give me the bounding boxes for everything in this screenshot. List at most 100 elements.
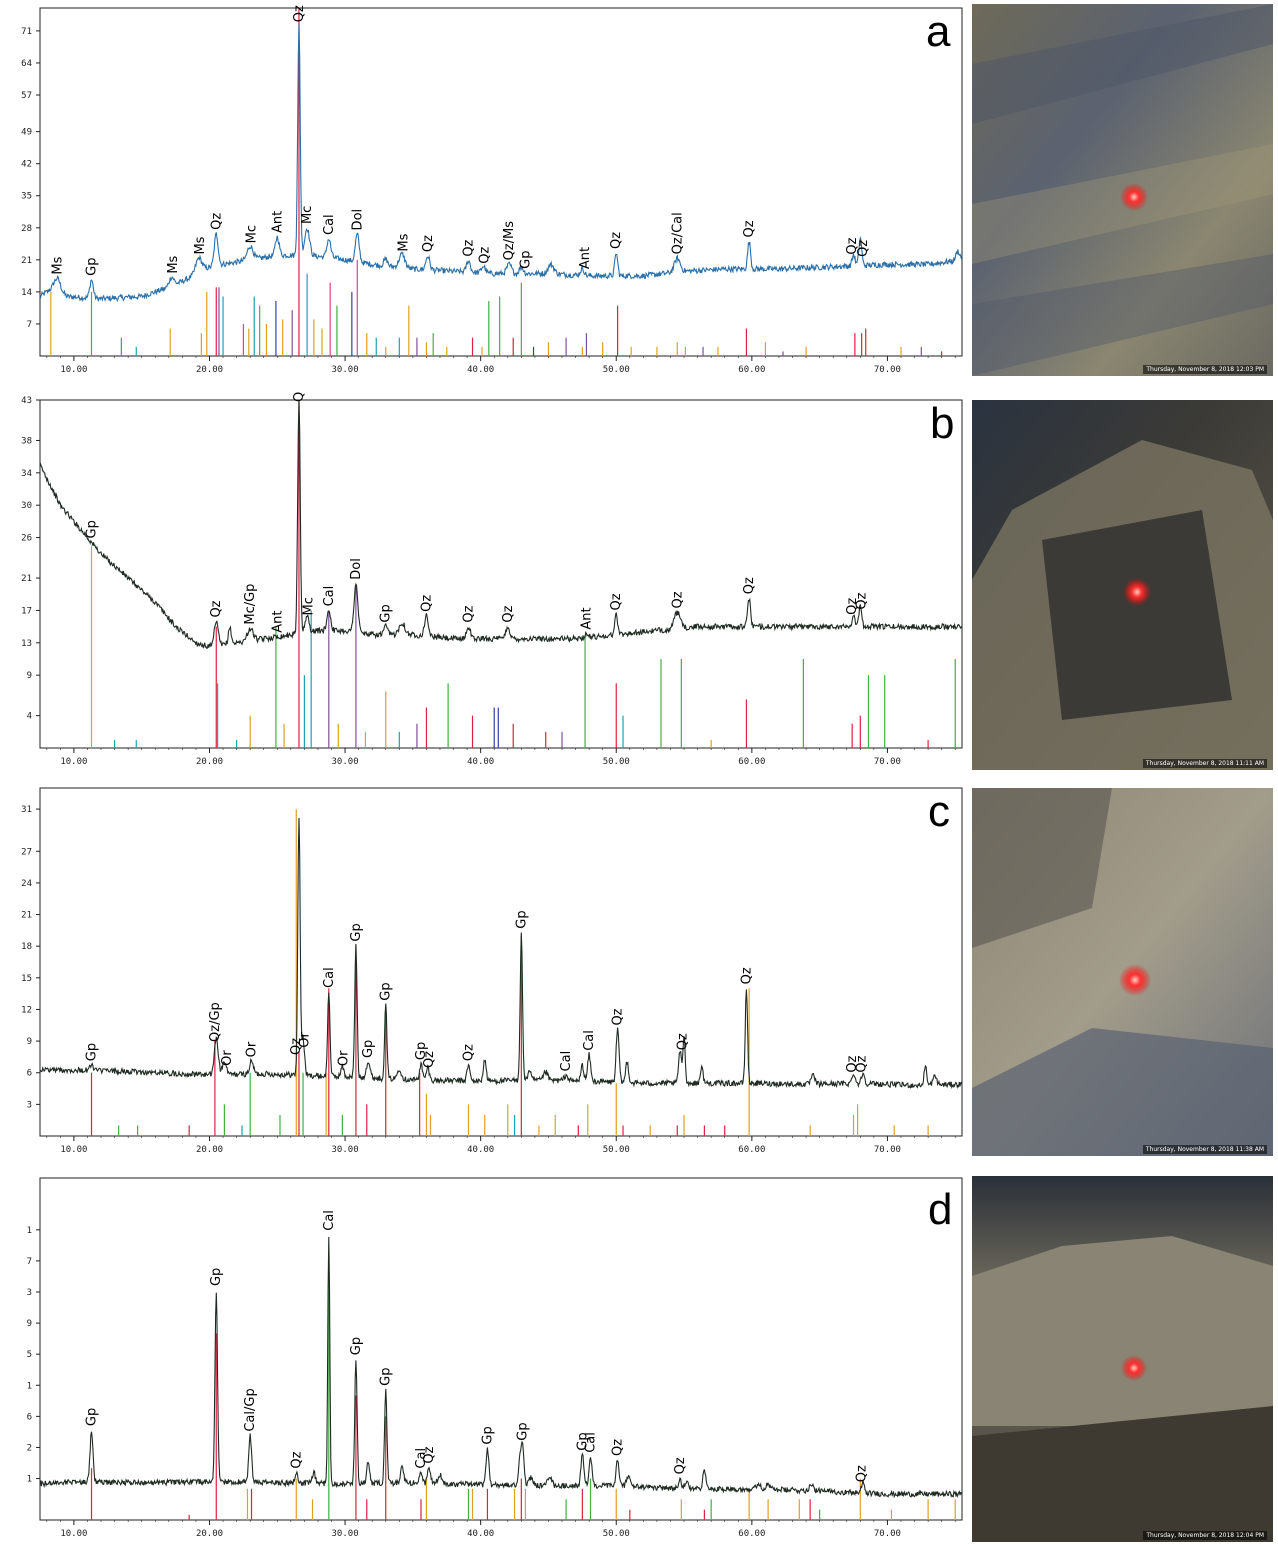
peak-label: Mc bbox=[301, 597, 316, 615]
photo-image-c bbox=[972, 788, 1273, 1156]
peak-label: Gp bbox=[85, 520, 100, 538]
peak-label: Qz bbox=[855, 1055, 870, 1072]
sample-photo-c: Thursday, November 8, 2018 11:38 AM bbox=[972, 788, 1273, 1156]
photo-image-d bbox=[972, 1176, 1273, 1542]
y-tick-label: 24 bbox=[21, 879, 32, 889]
peak-label: Cal bbox=[322, 214, 337, 235]
peak-label: Gp bbox=[379, 1368, 394, 1386]
peak-label: Gp bbox=[209, 1268, 224, 1286]
y-tick-label: 9 bbox=[27, 1037, 32, 1047]
y-tick-label: 64 bbox=[21, 59, 32, 69]
x-tick-label: 70.00 bbox=[874, 1145, 901, 1155]
y-tick-label: 71 bbox=[21, 27, 32, 37]
peak-label: Qz/Gp bbox=[208, 1002, 223, 1042]
plot-area: 10.00 20.00 30.00 40.00 50.00 60.00 70.00 3 6 9 12… bbox=[21, 787, 963, 1155]
peak-label: Ms bbox=[166, 255, 181, 273]
x-tick-label: 60.00 bbox=[738, 365, 765, 375]
peak-label: Gp bbox=[516, 1422, 531, 1440]
x-tick-label: 20.00 bbox=[196, 365, 223, 375]
y-tick-label: 14 bbox=[21, 288, 32, 298]
panel-letter-c: c bbox=[928, 787, 950, 836]
peak-label: Qz bbox=[611, 1008, 626, 1025]
peak-label: Or bbox=[220, 1050, 235, 1066]
x-tick-label: 50.00 bbox=[603, 757, 630, 767]
photo-timestamp-c: Thursday, November 8, 2018 11:38 AM bbox=[1142, 1145, 1267, 1154]
x-tick-label: 60.00 bbox=[738, 757, 765, 767]
peak-label: Qz bbox=[609, 593, 624, 610]
peak-label: Qz bbox=[292, 392, 307, 402]
peak-label: Mc bbox=[300, 206, 315, 224]
plot-frame bbox=[39, 1177, 963, 1521]
y-tick-label: 1 bbox=[27, 1226, 32, 1236]
peak-label: Or bbox=[337, 1050, 352, 1066]
x-tick-label: 30.00 bbox=[332, 757, 359, 767]
y-tick-label: 34 bbox=[21, 469, 32, 479]
peak-label: Qz bbox=[845, 237, 860, 254]
y-tick-label: 21 bbox=[21, 574, 32, 584]
peak-label: Cal bbox=[582, 1030, 597, 1051]
x-tick-label: 50.00 bbox=[603, 1529, 630, 1539]
x-tick-label: 20.00 bbox=[196, 1529, 223, 1539]
peak-label: Gp bbox=[518, 251, 533, 269]
peak-label: Or bbox=[297, 1031, 312, 1047]
y-tick-label: 28 bbox=[21, 224, 32, 234]
peak-label: Cal bbox=[322, 1210, 337, 1231]
y-tick-label: 42 bbox=[21, 160, 32, 170]
y-tick-label: 3 bbox=[27, 1100, 32, 1110]
peak-label: Qz bbox=[856, 240, 871, 257]
peak-label: Qz bbox=[845, 598, 860, 615]
y-tick-label: 12 bbox=[21, 1005, 32, 1015]
x-tick-label: 40.00 bbox=[467, 1529, 494, 1539]
peak-label: Qz/Cal bbox=[670, 212, 685, 254]
y-tick-label: 35 bbox=[21, 192, 32, 202]
xrd-chart-d: 10.00 20.00 30.00 40.00 50.00 60.00 70.00 1 2 6 1 5… bbox=[27, 1177, 963, 1539]
x-tick-label: 10.00 bbox=[60, 365, 87, 375]
peak-label: Qz bbox=[461, 239, 476, 256]
y-tick-label: 6 bbox=[27, 1069, 32, 1079]
x-tick-label: 60.00 bbox=[738, 1145, 765, 1155]
peak-label: Qz bbox=[742, 577, 757, 594]
photo-image-a bbox=[972, 4, 1273, 376]
peak-label: Gp bbox=[361, 1040, 376, 1058]
x-tick-label: 40.00 bbox=[467, 365, 494, 375]
peak-label: Qz bbox=[845, 1055, 860, 1072]
peak-label: Gp bbox=[480, 1426, 495, 1444]
x-tick-label: 60.00 bbox=[738, 1529, 765, 1539]
peak-label: Qz bbox=[422, 1051, 437, 1068]
photo-timestamp-d: Thursday, November 8, 2018 12:04 PM bbox=[1143, 1531, 1267, 1540]
plot-area: 10.00 20.00 30.00 40.00 50.00 60.00 70.00 4 9 13 1… bbox=[21, 392, 963, 767]
peak-label: Ant bbox=[578, 247, 593, 269]
peak-label: Qz bbox=[855, 592, 870, 609]
sample-photo-b: Thursday, November 8, 2018 11:11 AM bbox=[972, 400, 1273, 770]
photo-image-b bbox=[972, 400, 1273, 770]
peak-label: Dol bbox=[350, 209, 365, 231]
peak-label: Mc/Gp bbox=[243, 584, 258, 625]
peak-label: Qz bbox=[421, 235, 436, 252]
diffraction-trace bbox=[39, 400, 963, 649]
peak-label: Qz bbox=[855, 1465, 870, 1482]
plot-area: 10.00 20.00 30.00 40.00 50.00 60.00 70.0071421… bbox=[21, 5, 963, 375]
x-tick-label: 10.00 bbox=[60, 1145, 87, 1155]
peak-label: Cal bbox=[414, 1448, 429, 1469]
peak-label: Gp bbox=[379, 982, 394, 1000]
y-tick-label: 30 bbox=[21, 501, 32, 511]
plot-frame bbox=[39, 787, 963, 1137]
y-tick-label: 13 bbox=[21, 639, 32, 649]
x-tick-label: 20.00 bbox=[196, 1145, 223, 1155]
diffraction-trace bbox=[39, 24, 963, 303]
peak-label: Gp bbox=[349, 923, 364, 941]
xrd-chart-c: 10.00 20.00 30.00 40.00 50.00 60.00 70.00 3 6 9 12… bbox=[21, 787, 963, 1155]
peak-label: Qz bbox=[742, 220, 757, 237]
y-tick-label: 7 bbox=[27, 1257, 32, 1267]
x-tick-label: 50.00 bbox=[603, 1145, 630, 1155]
panel-letter-d: d bbox=[928, 1185, 952, 1234]
y-tick-label: 7 bbox=[27, 320, 32, 330]
peak-label: Ant bbox=[579, 607, 594, 629]
peak-label: Gp bbox=[85, 257, 100, 275]
x-tick-label: 70.00 bbox=[874, 757, 901, 767]
peak-label: Dol bbox=[349, 558, 364, 580]
x-tick-label: 70.00 bbox=[874, 365, 901, 375]
y-tick-label: 57 bbox=[21, 91, 32, 101]
peak-label: Qz bbox=[501, 605, 516, 622]
x-tick-label: 30.00 bbox=[332, 1145, 359, 1155]
